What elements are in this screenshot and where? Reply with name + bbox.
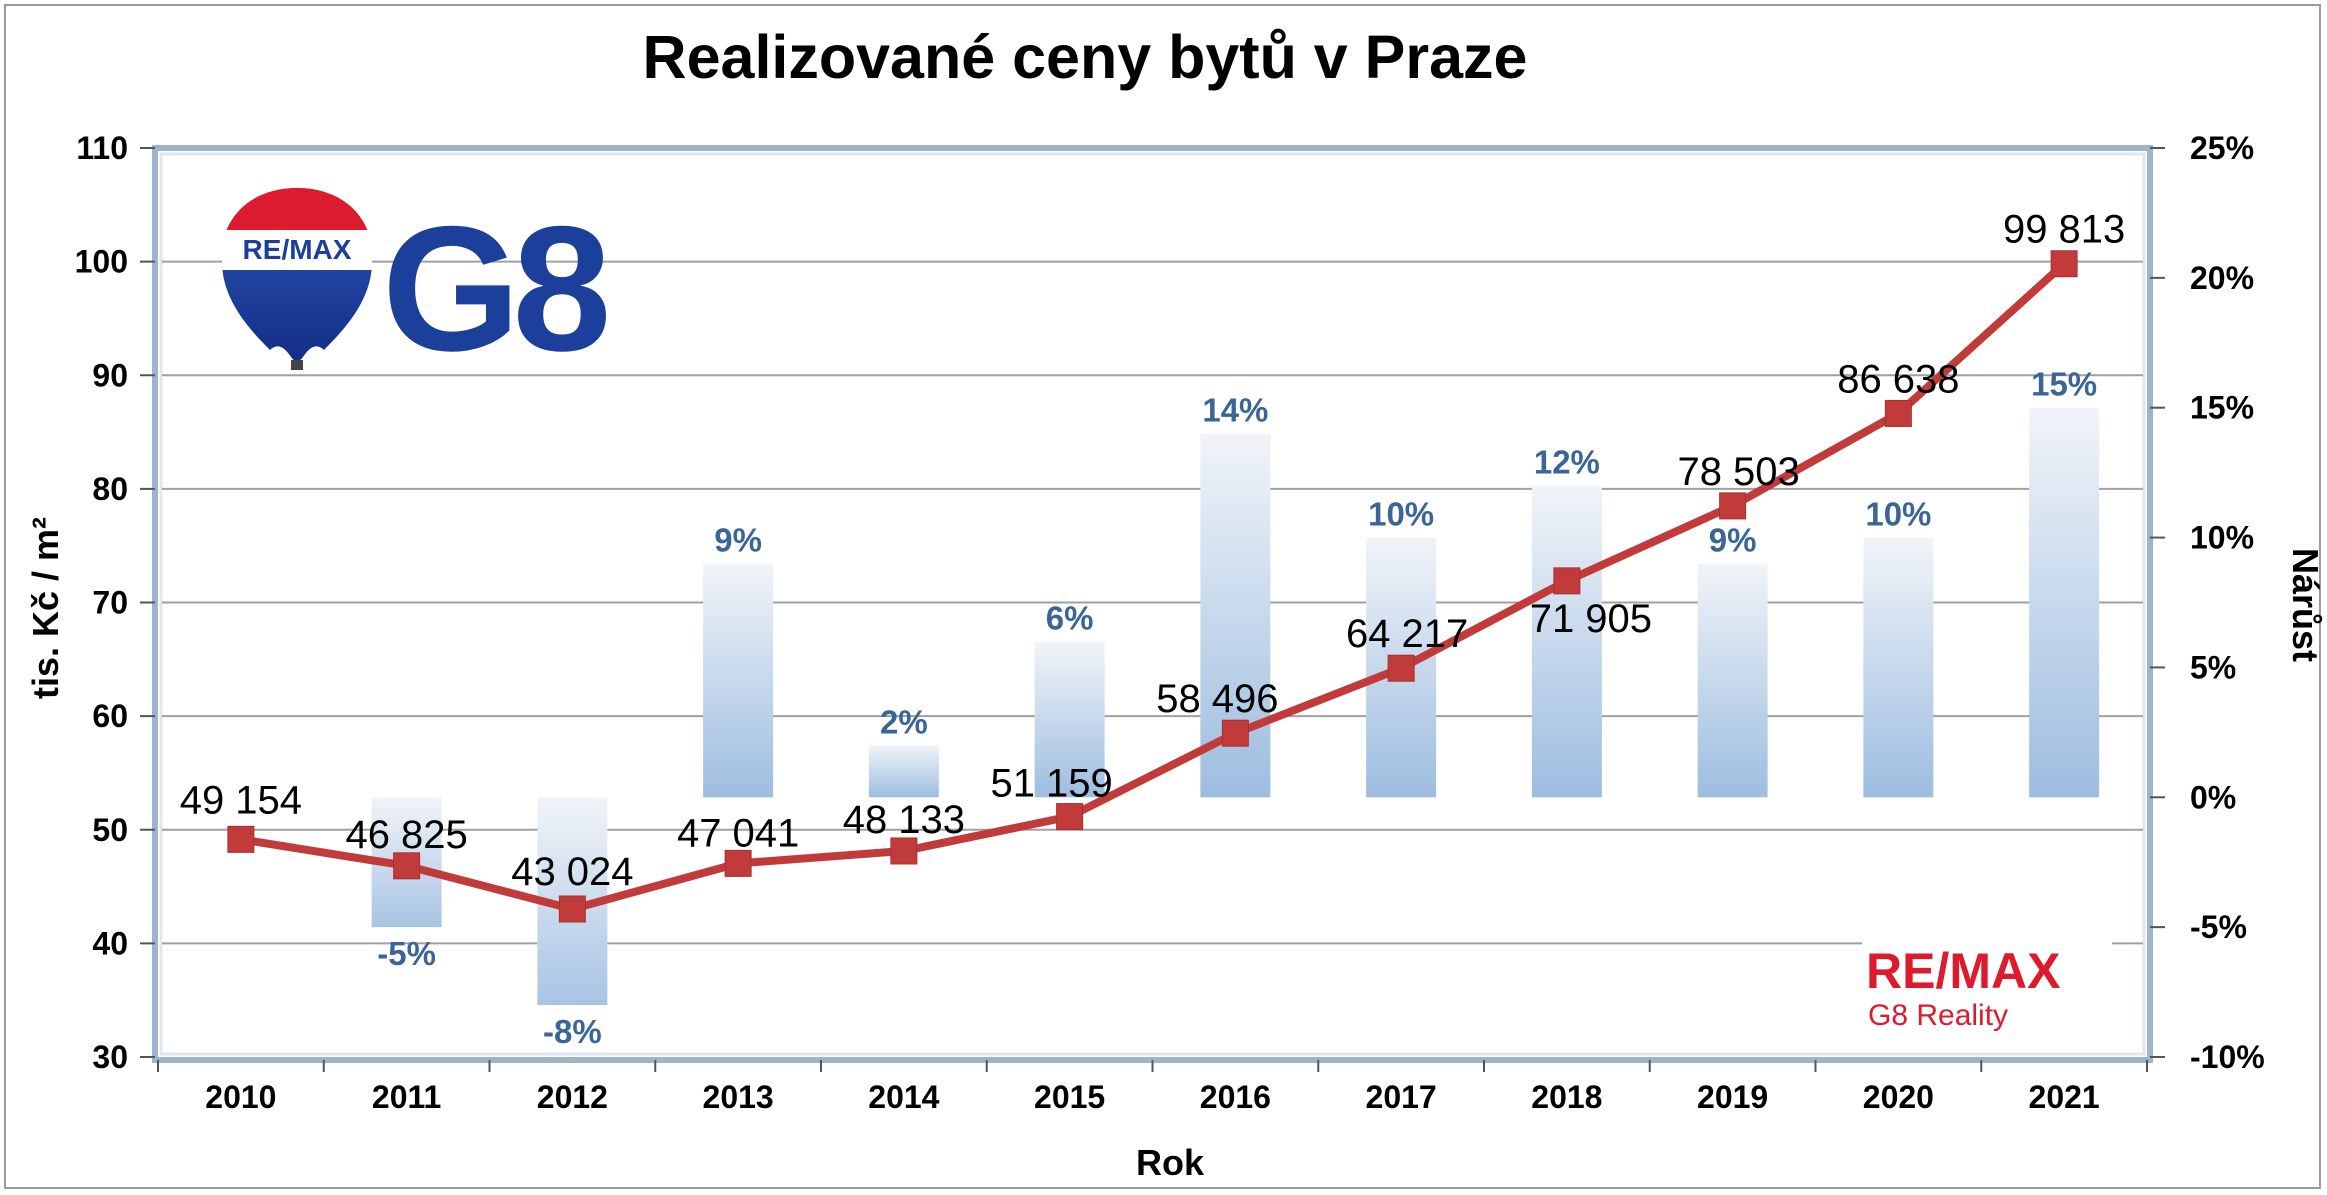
y-right-tick-label: -10% (2190, 1039, 2265, 1075)
y-right-tick-label: -5% (2190, 909, 2247, 945)
y-right-tick-label: 15% (2190, 390, 2254, 426)
price-point-marker (724, 849, 752, 877)
y-axis-right-label: Nárůst (2285, 548, 2326, 662)
y-axis-left-label: tis. Kč / m² (25, 517, 66, 699)
axes: 30 40 50 60 70 80 90 100 110 -10% -5% 0% 5% 10% 15% 20%… (75, 130, 2265, 1115)
growth-bar (703, 563, 774, 798)
y-left-tick-label: 110 (76, 130, 128, 166)
chart-frame (4, 4, 2321, 1189)
plot-area-inner-border (159, 152, 2146, 1056)
x-tick-label: 2010 (205, 1079, 276, 1115)
y-right-tick-label: 10% (2190, 520, 2254, 556)
price-value-label: 99 813 (2003, 208, 2125, 252)
growth-percent-label: 6% (1046, 599, 1094, 636)
growth-percent-label: 14% (1202, 392, 1268, 429)
price-point-marker (1056, 803, 1084, 831)
growth-percent-label: 9% (1709, 522, 1757, 559)
growth-bar (2029, 407, 2100, 798)
y-left-tick-label: 70 (92, 585, 128, 621)
g8-logo-text: G8 (382, 189, 606, 388)
price-value-label: 47 041 (677, 811, 799, 855)
price-point-marker (1387, 654, 1415, 682)
price-point-marker (2050, 250, 2078, 278)
y-left-tick-label: 90 (92, 357, 128, 393)
x-tick-label: 2014 (868, 1079, 939, 1115)
y-right-tick-label: 5% (2190, 649, 2236, 685)
x-tick-label: 2012 (537, 1079, 608, 1115)
price-value-label: 71 905 (1530, 597, 1652, 641)
price-value-label: 78 503 (1677, 450, 1799, 494)
price-point-marker (227, 825, 255, 853)
y-left-tick-label: 30 (92, 1039, 128, 1075)
x-tick-label: 2015 (1034, 1079, 1105, 1115)
gridlines (162, 260, 2143, 945)
y-axis-left-label-text: tis. Kč / m² (25, 517, 66, 699)
y-left-tick-label: 80 (92, 471, 128, 507)
growth-bar (1697, 563, 1768, 798)
plot-area (152, 145, 2153, 1063)
x-axis-label: Rok (1136, 1142, 1205, 1183)
x-tick-label: 2018 (1531, 1079, 1602, 1115)
price-value-label: 43 024 (511, 850, 633, 894)
remax-wordmark: RE/MAX (1866, 943, 2060, 999)
growth-percent-label: -8% (543, 1013, 602, 1050)
growth-bar (1034, 641, 1105, 798)
price-value-label: 48 133 (843, 798, 965, 842)
price-value-label: 51 159 (990, 762, 1112, 806)
logo-background (1862, 938, 2112, 1033)
y-right-tick-label: 25% (2190, 130, 2254, 166)
price-value-label: 64 217 (1346, 612, 1468, 656)
price-point-marker (558, 895, 586, 923)
x-tick-label: 2019 (1697, 1079, 1768, 1115)
remax-balloon-logo: RE/MAX (222, 188, 372, 370)
x-tick-label: 2017 (1366, 1079, 1437, 1115)
g8-reality-text: G8 Reality (1868, 999, 2008, 1032)
price-point-marker (1719, 492, 1747, 520)
price-value-label: 86 638 (1837, 357, 1959, 401)
growth-percent-label: 12% (1534, 444, 1600, 481)
price-point-marker (1221, 719, 1249, 747)
x-tick-label: 2016 (1200, 1079, 1271, 1115)
growth-percent-label: -5% (377, 935, 436, 972)
y-left-tick-label: 60 (92, 698, 128, 734)
remax-g8-reality-logo: RE/MAX G8 Reality (1862, 938, 2112, 1033)
y-axis-right-label-text: Nárůst (2285, 548, 2326, 662)
y-left-tick-label: 40 (92, 925, 128, 961)
growth-percent-label: 9% (714, 522, 762, 559)
y-right-tick-label: 0% (2190, 779, 2236, 815)
growth-percent-label: 10% (1865, 496, 1931, 533)
growth-percent-label: 10% (1368, 496, 1434, 533)
price-point-marker (1884, 399, 1912, 427)
price-value-label: 49 154 (180, 778, 302, 822)
x-tick-label: 2021 (2029, 1079, 2100, 1115)
y-left-tick-label: 100 (75, 244, 128, 280)
growth-bar (1863, 537, 1934, 798)
growth-bar (868, 745, 939, 798)
growth-percent-label: 15% (2031, 366, 2097, 403)
price-point-marker (890, 837, 918, 865)
x-tick-label: 2020 (1863, 1079, 1934, 1115)
y-left-tick-label: 50 (92, 812, 128, 848)
x-tick-label: 2013 (703, 1079, 774, 1115)
price-value-label: 46 825 (345, 813, 467, 857)
growth-percent-label: 2% (880, 703, 928, 740)
balloon-wordmark: RE/MAX (243, 234, 352, 265)
balloon-basket-icon (291, 360, 303, 370)
price-line: 49 154 46 825 43 024 47 041 48 133 51 159 58 4… (180, 208, 2125, 923)
price-point-marker (1553, 567, 1581, 595)
price-point-marker (393, 852, 421, 880)
y-right-tick-label: 20% (2190, 260, 2254, 296)
price-line-path (240, 260, 2067, 914)
growth-bar (1531, 485, 1602, 798)
x-tick-label: 2011 (372, 1079, 441, 1115)
price-value-label: 58 496 (1156, 677, 1278, 721)
chart-title: Realizované ceny bytů v Praze (643, 23, 1528, 91)
balloon-white-band (222, 230, 372, 270)
